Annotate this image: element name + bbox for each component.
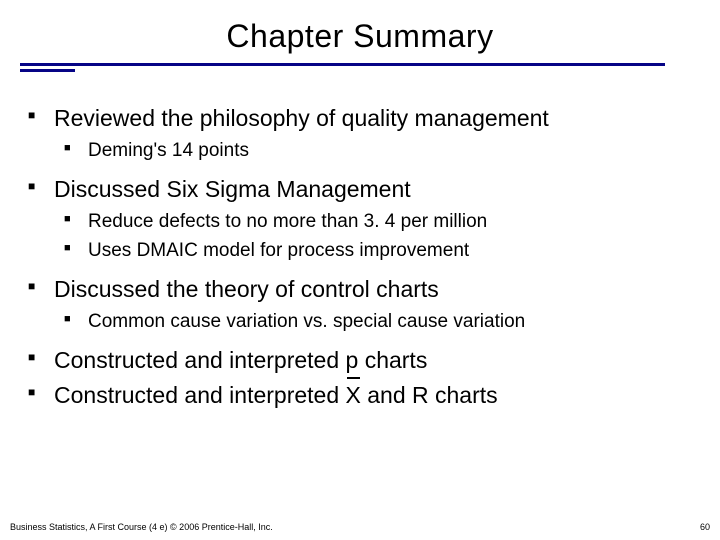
bullet-control-charts: Discussed the theory of control charts [54, 274, 700, 305]
subbullet-defects: Reduce defects to no more than 3. 4 per … [88, 209, 700, 235]
x-bar-symbol: X [346, 380, 361, 411]
page-number: 60 [700, 522, 710, 532]
xr-post: and R charts [361, 382, 498, 408]
underline-long [20, 63, 665, 66]
title-underline [20, 63, 700, 75]
footer: Business Statistics, A First Course (4 e… [10, 522, 710, 532]
subbullet-deming: Deming's 14 points [88, 138, 700, 164]
bullet-six-sigma: Discussed Six Sigma Management [54, 174, 700, 205]
subbullet-dmaic: Uses DMAIC model for process improvement [88, 238, 700, 264]
bullet-p-charts: Constructed and interpreted p charts [54, 345, 700, 376]
xr-pre: Constructed and interpreted [54, 382, 346, 408]
underline-short [20, 69, 75, 72]
bullet-list: Reviewed the philosophy of quality manag… [20, 103, 700, 411]
bullet-quality-management: Reviewed the philosophy of quality manag… [54, 103, 700, 134]
slide-title: Chapter Summary [20, 18, 700, 55]
subbullet-variation: Common cause variation vs. special cause… [88, 309, 700, 335]
footer-attribution: Business Statistics, A First Course (4 e… [10, 522, 273, 532]
slide-container: Chapter Summary Reviewed the philosophy … [0, 0, 720, 540]
bullet-xr-charts: Constructed and interpreted X and R char… [54, 380, 700, 411]
